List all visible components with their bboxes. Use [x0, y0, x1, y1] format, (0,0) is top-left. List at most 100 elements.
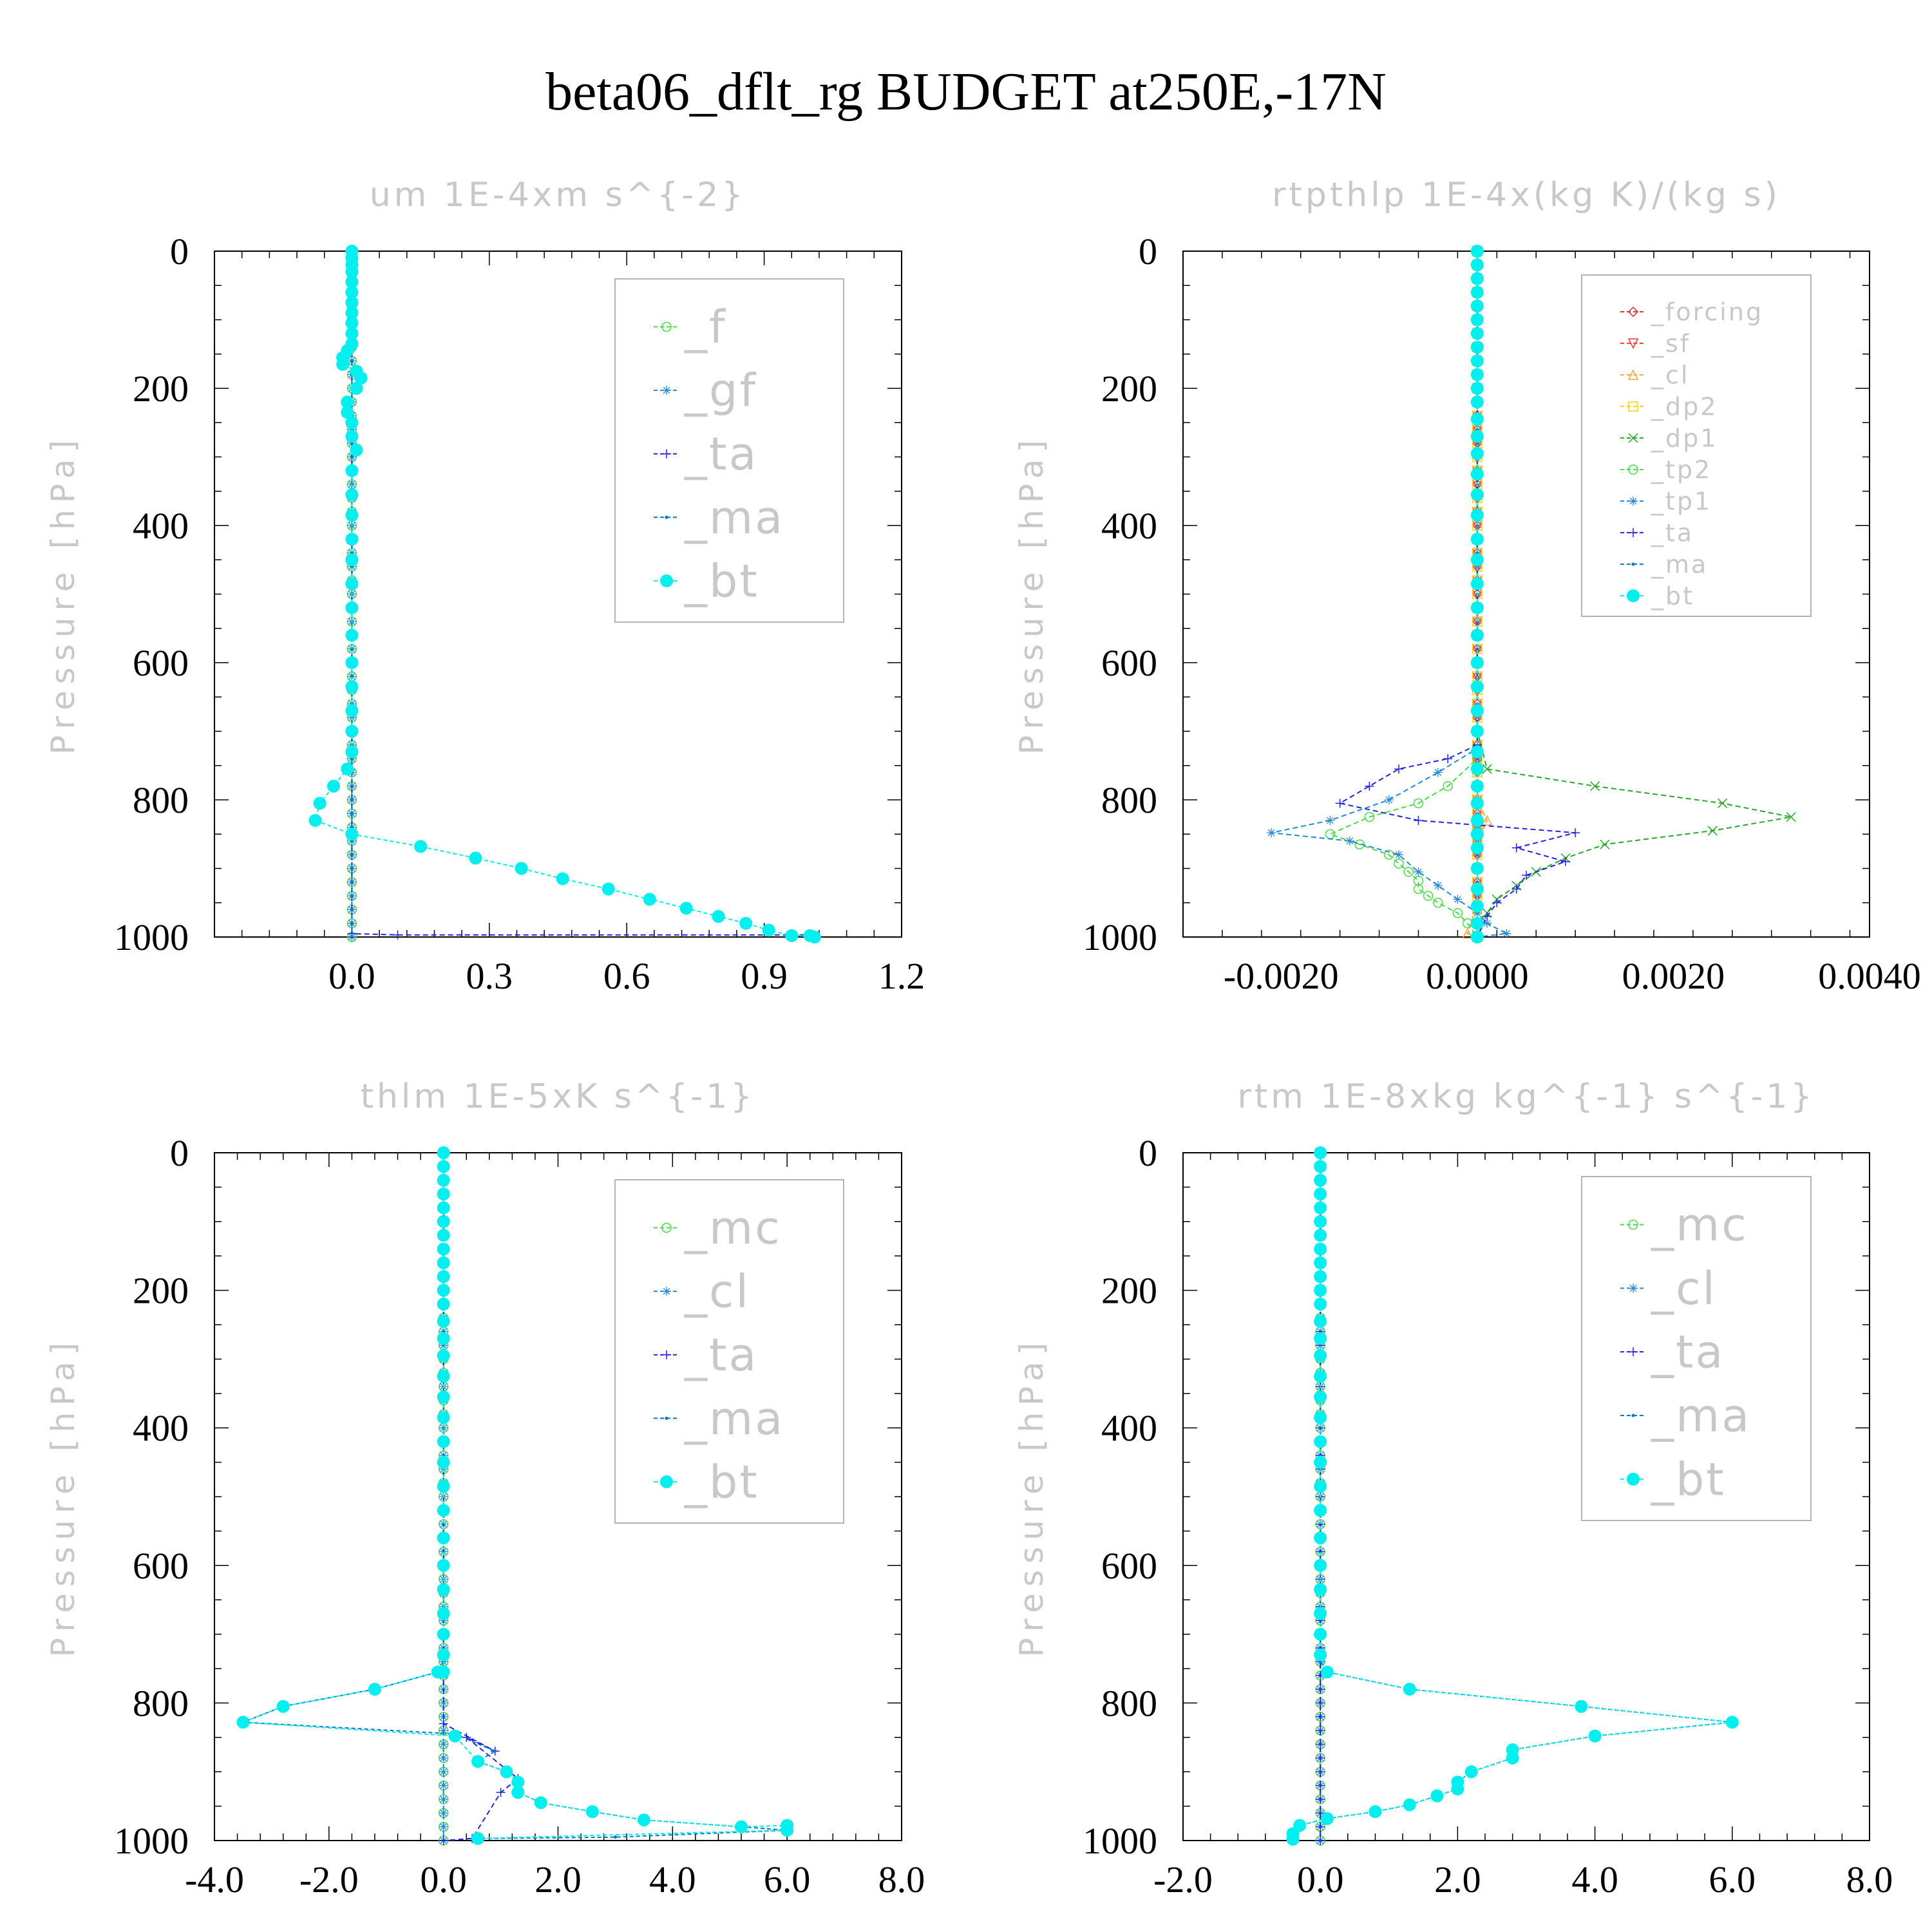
- data-point: [437, 1283, 450, 1297]
- data-point: [1470, 285, 1484, 299]
- y-tick-label: 1000: [1083, 916, 1157, 958]
- legend-marker: [1629, 497, 1638, 506]
- data-point: [1433, 881, 1443, 891]
- data-point: [1443, 781, 1453, 791]
- data-point: [350, 907, 354, 911]
- legend-marker: [1627, 589, 1640, 603]
- legend-item: _mc: [1620, 1198, 1747, 1251]
- data-point: [437, 1256, 450, 1269]
- data-point: [437, 1479, 450, 1493]
- legend-label: _bt: [684, 1455, 759, 1508]
- data-point: [1314, 1332, 1327, 1345]
- figure-title: beta06_dflt_rg BUDGET at250E,-17N: [545, 62, 1387, 122]
- data-point: [345, 533, 359, 546]
- data-point: [439, 1767, 448, 1777]
- data-point: [1470, 258, 1484, 272]
- data-point: [345, 577, 359, 591]
- data-point: [1314, 1314, 1327, 1328]
- data-point: [437, 1648, 450, 1662]
- data-point: [437, 1349, 450, 1363]
- data-point: [236, 1716, 250, 1729]
- data-point: [1470, 931, 1484, 943]
- data-point: [469, 851, 482, 865]
- data-point: [1314, 1583, 1327, 1596]
- data-point: [1314, 1558, 1327, 1572]
- data-point: [1482, 918, 1492, 928]
- data-point: [345, 285, 359, 299]
- data-point: [1314, 1435, 1327, 1448]
- x-tick-label: 0.3: [466, 955, 513, 997]
- data-point: [1470, 272, 1484, 285]
- data-point: [308, 813, 322, 827]
- legend-box: [1581, 274, 1812, 617]
- legend-item: _bt: [654, 1455, 759, 1508]
- legend-marker: [660, 574, 673, 587]
- legend-box: [614, 278, 844, 623]
- data-point: [1475, 647, 1479, 651]
- data-point: [585, 1805, 599, 1819]
- legend-label: _bt: [684, 554, 759, 607]
- data-point: [1314, 1504, 1327, 1517]
- legend-item: _tp2: [1620, 455, 1710, 484]
- data-point: [437, 1188, 450, 1201]
- panel-title: thlm 1E-5xK s^{-1}: [361, 1077, 755, 1116]
- legend-label: _cl: [1651, 1262, 1717, 1315]
- data-point: [350, 880, 354, 884]
- series-bt: [308, 245, 821, 943]
- data-point: [1414, 867, 1423, 876]
- data-point: [345, 745, 359, 759]
- legend-label: _forcing: [1651, 298, 1763, 326]
- legend-label: _ta: [1651, 518, 1694, 547]
- data-point: [1470, 656, 1484, 669]
- x-tick-label: 6.0: [1709, 1859, 1756, 1900]
- y-tick-label: 600: [1101, 642, 1157, 684]
- data-point: [439, 1808, 448, 1818]
- legend-marker: [660, 1475, 673, 1488]
- data-point: [1316, 1794, 1325, 1804]
- data-point: [345, 656, 359, 669]
- x-tick-label: 2.0: [1434, 1859, 1481, 1900]
- data-point: [1314, 1370, 1327, 1383]
- data-point: [345, 296, 359, 309]
- x-tick-label: 0.0: [420, 1859, 467, 1900]
- data-point: [1414, 815, 1423, 825]
- data-point: [350, 647, 354, 651]
- series-bt: [1286, 1146, 1739, 1846]
- data-point: [345, 629, 359, 642]
- data-point: [1314, 1648, 1327, 1662]
- data-point: [437, 1390, 450, 1404]
- data-point: [1453, 895, 1463, 904]
- data-point: [350, 382, 363, 395]
- data-point: [345, 704, 359, 717]
- y-tick-label: 0: [170, 231, 189, 272]
- data-point: [1707, 826, 1718, 836]
- data-point: [1316, 1836, 1325, 1845]
- data-point: [341, 395, 354, 409]
- chart-panel-3: thlm 1E-5xK s^{-1} Pressure [hPa] -4.0 -2.0…: [44, 1077, 925, 1900]
- y-tick-label: 200: [133, 368, 189, 410]
- data-point: [1314, 1256, 1327, 1269]
- legend-marker: [1631, 562, 1635, 566]
- data-point: [1365, 781, 1374, 791]
- data-point: [1470, 488, 1484, 502]
- data-point: [1316, 1822, 1325, 1832]
- legend-marker: [1629, 1283, 1638, 1293]
- data-point: [1314, 1627, 1327, 1641]
- legend-label: _ma: [684, 491, 784, 544]
- legend-label: _bt: [1651, 582, 1694, 610]
- data-point: [345, 416, 359, 430]
- y-tick-label: 800: [1101, 1682, 1157, 1724]
- data-point: [1345, 836, 1354, 846]
- data-point: [437, 1242, 450, 1256]
- series-line: [351, 251, 810, 936]
- data-point: [439, 1739, 448, 1749]
- data-point: [1314, 1201, 1327, 1215]
- data-point: [1316, 1739, 1325, 1749]
- x-tick-label: 0.0: [1297, 1859, 1344, 1900]
- data-point: [1786, 812, 1796, 822]
- data-point: [437, 1607, 450, 1620]
- chart-panel-2: rtpthlp 1E-4x(kg K)/(kg s) Pressure [hPa]…: [1013, 176, 1921, 997]
- data-point: [345, 316, 359, 330]
- data-point: [276, 1700, 290, 1713]
- data-point: [471, 1832, 485, 1845]
